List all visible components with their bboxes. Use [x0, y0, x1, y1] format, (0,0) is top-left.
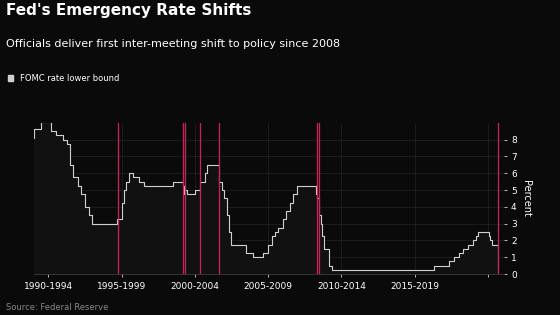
Text: Source: Federal Reserve: Source: Federal Reserve	[6, 303, 108, 312]
Y-axis label: Percent: Percent	[521, 180, 530, 217]
Legend: FOMC rate lower bound: FOMC rate lower bound	[4, 70, 123, 86]
Text: Fed's Emergency Rate Shifts: Fed's Emergency Rate Shifts	[6, 3, 251, 18]
Text: Officials deliver first inter-meeting shift to policy since 2008: Officials deliver first inter-meeting sh…	[6, 39, 340, 49]
